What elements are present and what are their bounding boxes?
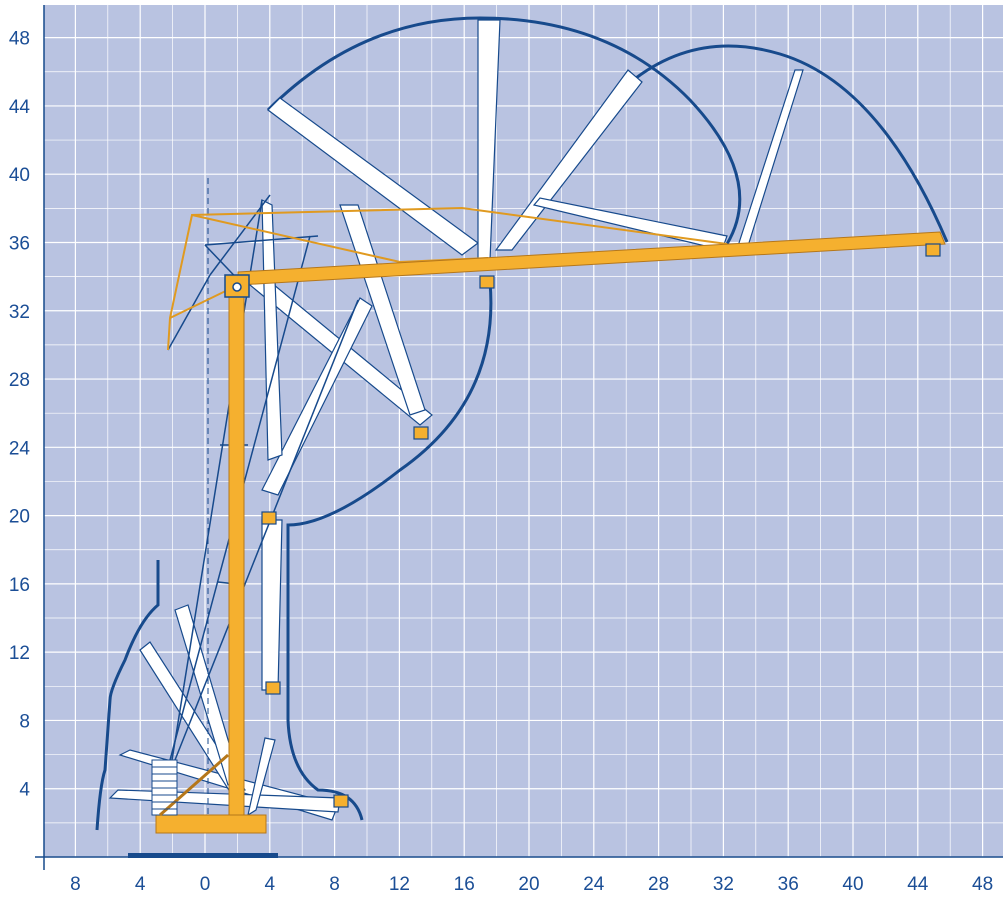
- x-tick-label: 4: [135, 874, 146, 895]
- y-tick-label: 44: [9, 97, 31, 118]
- hook-block: [261, 511, 277, 525]
- x-tick-label: 12: [389, 874, 410, 895]
- counterweight-slabs: [152, 766, 177, 810]
- x-tick-label: 20: [518, 874, 539, 895]
- crane-tower: [228, 277, 245, 819]
- x-tick-label: 40: [842, 874, 863, 895]
- x-tick-label: 24: [583, 874, 605, 895]
- y-tick-label: 32: [9, 302, 30, 323]
- x-tick-labels: 8 4 0 4 8 12 16 20 24 28 32 36 40 44 48: [70, 874, 993, 895]
- y-tick-label: 20: [9, 507, 30, 528]
- hook-blocks: [261, 243, 941, 808]
- jib-ghost: [261, 519, 283, 691]
- plot-background: [44, 5, 1003, 857]
- x-tick-label: 8: [329, 874, 340, 895]
- x-tick-label: 8: [70, 874, 81, 895]
- x-tick-label: 48: [972, 874, 993, 895]
- x-tick-label: 28: [648, 874, 669, 895]
- crane-base: [155, 814, 267, 834]
- y-tick-label: 48: [9, 29, 30, 50]
- working-range-envelope: [95, 16, 949, 831]
- hook-block: [479, 275, 495, 289]
- y-tick-label: 24: [9, 438, 31, 459]
- hook-block: [265, 681, 281, 695]
- jib-ghost: [261, 297, 373, 496]
- tower-head-pin: [232, 282, 242, 292]
- x-tick-label: 32: [713, 874, 734, 895]
- tie-rod: [174, 299, 359, 761]
- grid-minor: [44, 5, 1003, 857]
- arc-main: [266, 16, 742, 245]
- x-tick-label: 16: [454, 874, 475, 895]
- jib-ghost: [139, 641, 246, 796]
- y-tick-label: 16: [9, 575, 30, 596]
- x-tick-label: 0: [200, 874, 211, 895]
- y-tick-label: 4: [19, 780, 30, 801]
- arc-outer: [635, 44, 949, 243]
- hook-block: [925, 243, 941, 257]
- x-tick-label: 36: [778, 874, 799, 895]
- x-tick-label: 4: [265, 874, 276, 895]
- y-tick-label: 28: [9, 370, 30, 391]
- envelope-left: [95, 560, 160, 831]
- counterweight-strut: [159, 753, 229, 817]
- y-tick-label: 12: [9, 643, 30, 664]
- hook-block: [413, 426, 429, 440]
- y-tick-label: 8: [19, 711, 30, 732]
- tie-rod: [167, 274, 211, 351]
- jib-ghost: [339, 204, 426, 416]
- y-tick-label: 40: [9, 165, 30, 186]
- x-tick-label: 44: [907, 874, 929, 895]
- y-tick-label: 36: [9, 233, 30, 254]
- ground-base: [128, 853, 278, 858]
- jib-ghost: [494, 69, 643, 251]
- jib-ghost: [247, 737, 276, 817]
- arc-inner: [286, 281, 493, 821]
- tie-rod: [204, 235, 319, 246]
- hook-block: [333, 794, 349, 808]
